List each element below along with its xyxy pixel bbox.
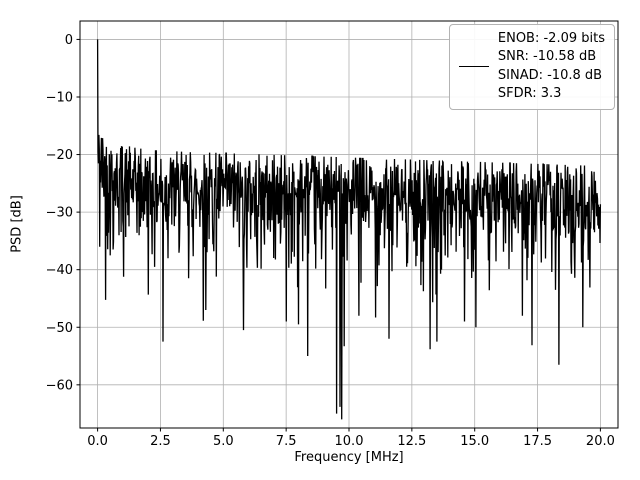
x-tick-label: 15.0 <box>460 434 489 449</box>
x-tick-label: 0.0 <box>87 434 108 449</box>
x-axis-label: Frequency [MHz] <box>294 450 404 465</box>
legend-entry-snr: SNR: -10.58 dB <box>497 49 597 65</box>
legend-entry-sfdr: SFDR: 3.3 <box>497 86 562 102</box>
y-tick-label: −60 <box>46 378 73 393</box>
legend-entries: ENOB: -2.09 bits SNR: -10.58 dB SINAD: -… <box>498 30 605 104</box>
legend: ENOB: -2.09 bits SNR: -10.58 dB SINAD: -… <box>448 24 615 110</box>
x-tick-label: 10.0 <box>335 434 364 449</box>
x-tick-label: 2.5 <box>150 434 171 449</box>
y-tick-label: 0 <box>65 33 73 48</box>
x-tick-label: 17.5 <box>523 434 552 449</box>
y-axis-label: PSD [dB] <box>9 195 25 253</box>
y-tick-label: −20 <box>46 148 73 163</box>
psd-data-line <box>96 39 602 420</box>
y-tick-label: −30 <box>46 206 73 221</box>
y-tick-label: −40 <box>46 263 73 278</box>
x-tick-label: 5.0 <box>213 434 234 449</box>
y-tick-label: −10 <box>46 90 73 105</box>
x-tick-label: 12.5 <box>397 434 426 449</box>
y-tick-label: −50 <box>46 321 73 336</box>
legend-line-sample-icon <box>458 66 489 68</box>
x-tick-label: 7.5 <box>276 434 297 449</box>
legend-entry-sinad: SINAD: -10.8 dB <box>497 67 603 83</box>
legend-entry-enob: ENOB: -2.09 bits <box>497 31 605 46</box>
x-tick-label: 20.0 <box>586 434 615 449</box>
